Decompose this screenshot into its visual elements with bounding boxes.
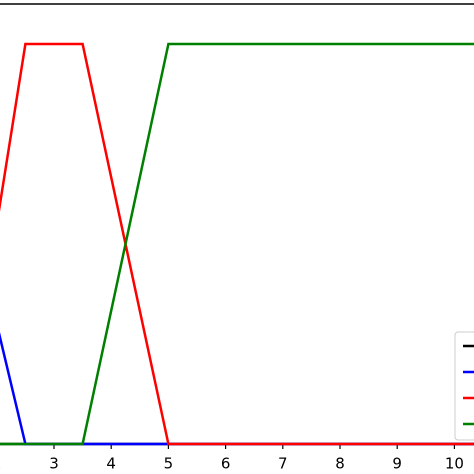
x-tick-label: 10 [445, 455, 464, 473]
series-line [0, 42, 474, 446]
x-tick-label: 9 [392, 455, 402, 473]
plot-frame [0, 3, 474, 445]
x-tick-label: 3 [49, 455, 59, 473]
x-tick-label: 4 [106, 455, 116, 473]
series-line [0, 42, 474, 446]
x-tick-label: 5 [164, 455, 174, 473]
x-tick-label: 2 [0, 455, 2, 473]
legend-box [454, 331, 474, 441]
x-tick-label: 7 [278, 455, 288, 473]
x-tick-label: 6 [221, 455, 231, 473]
series-line [0, 332, 474, 446]
x-tick-label: 8 [335, 455, 345, 473]
